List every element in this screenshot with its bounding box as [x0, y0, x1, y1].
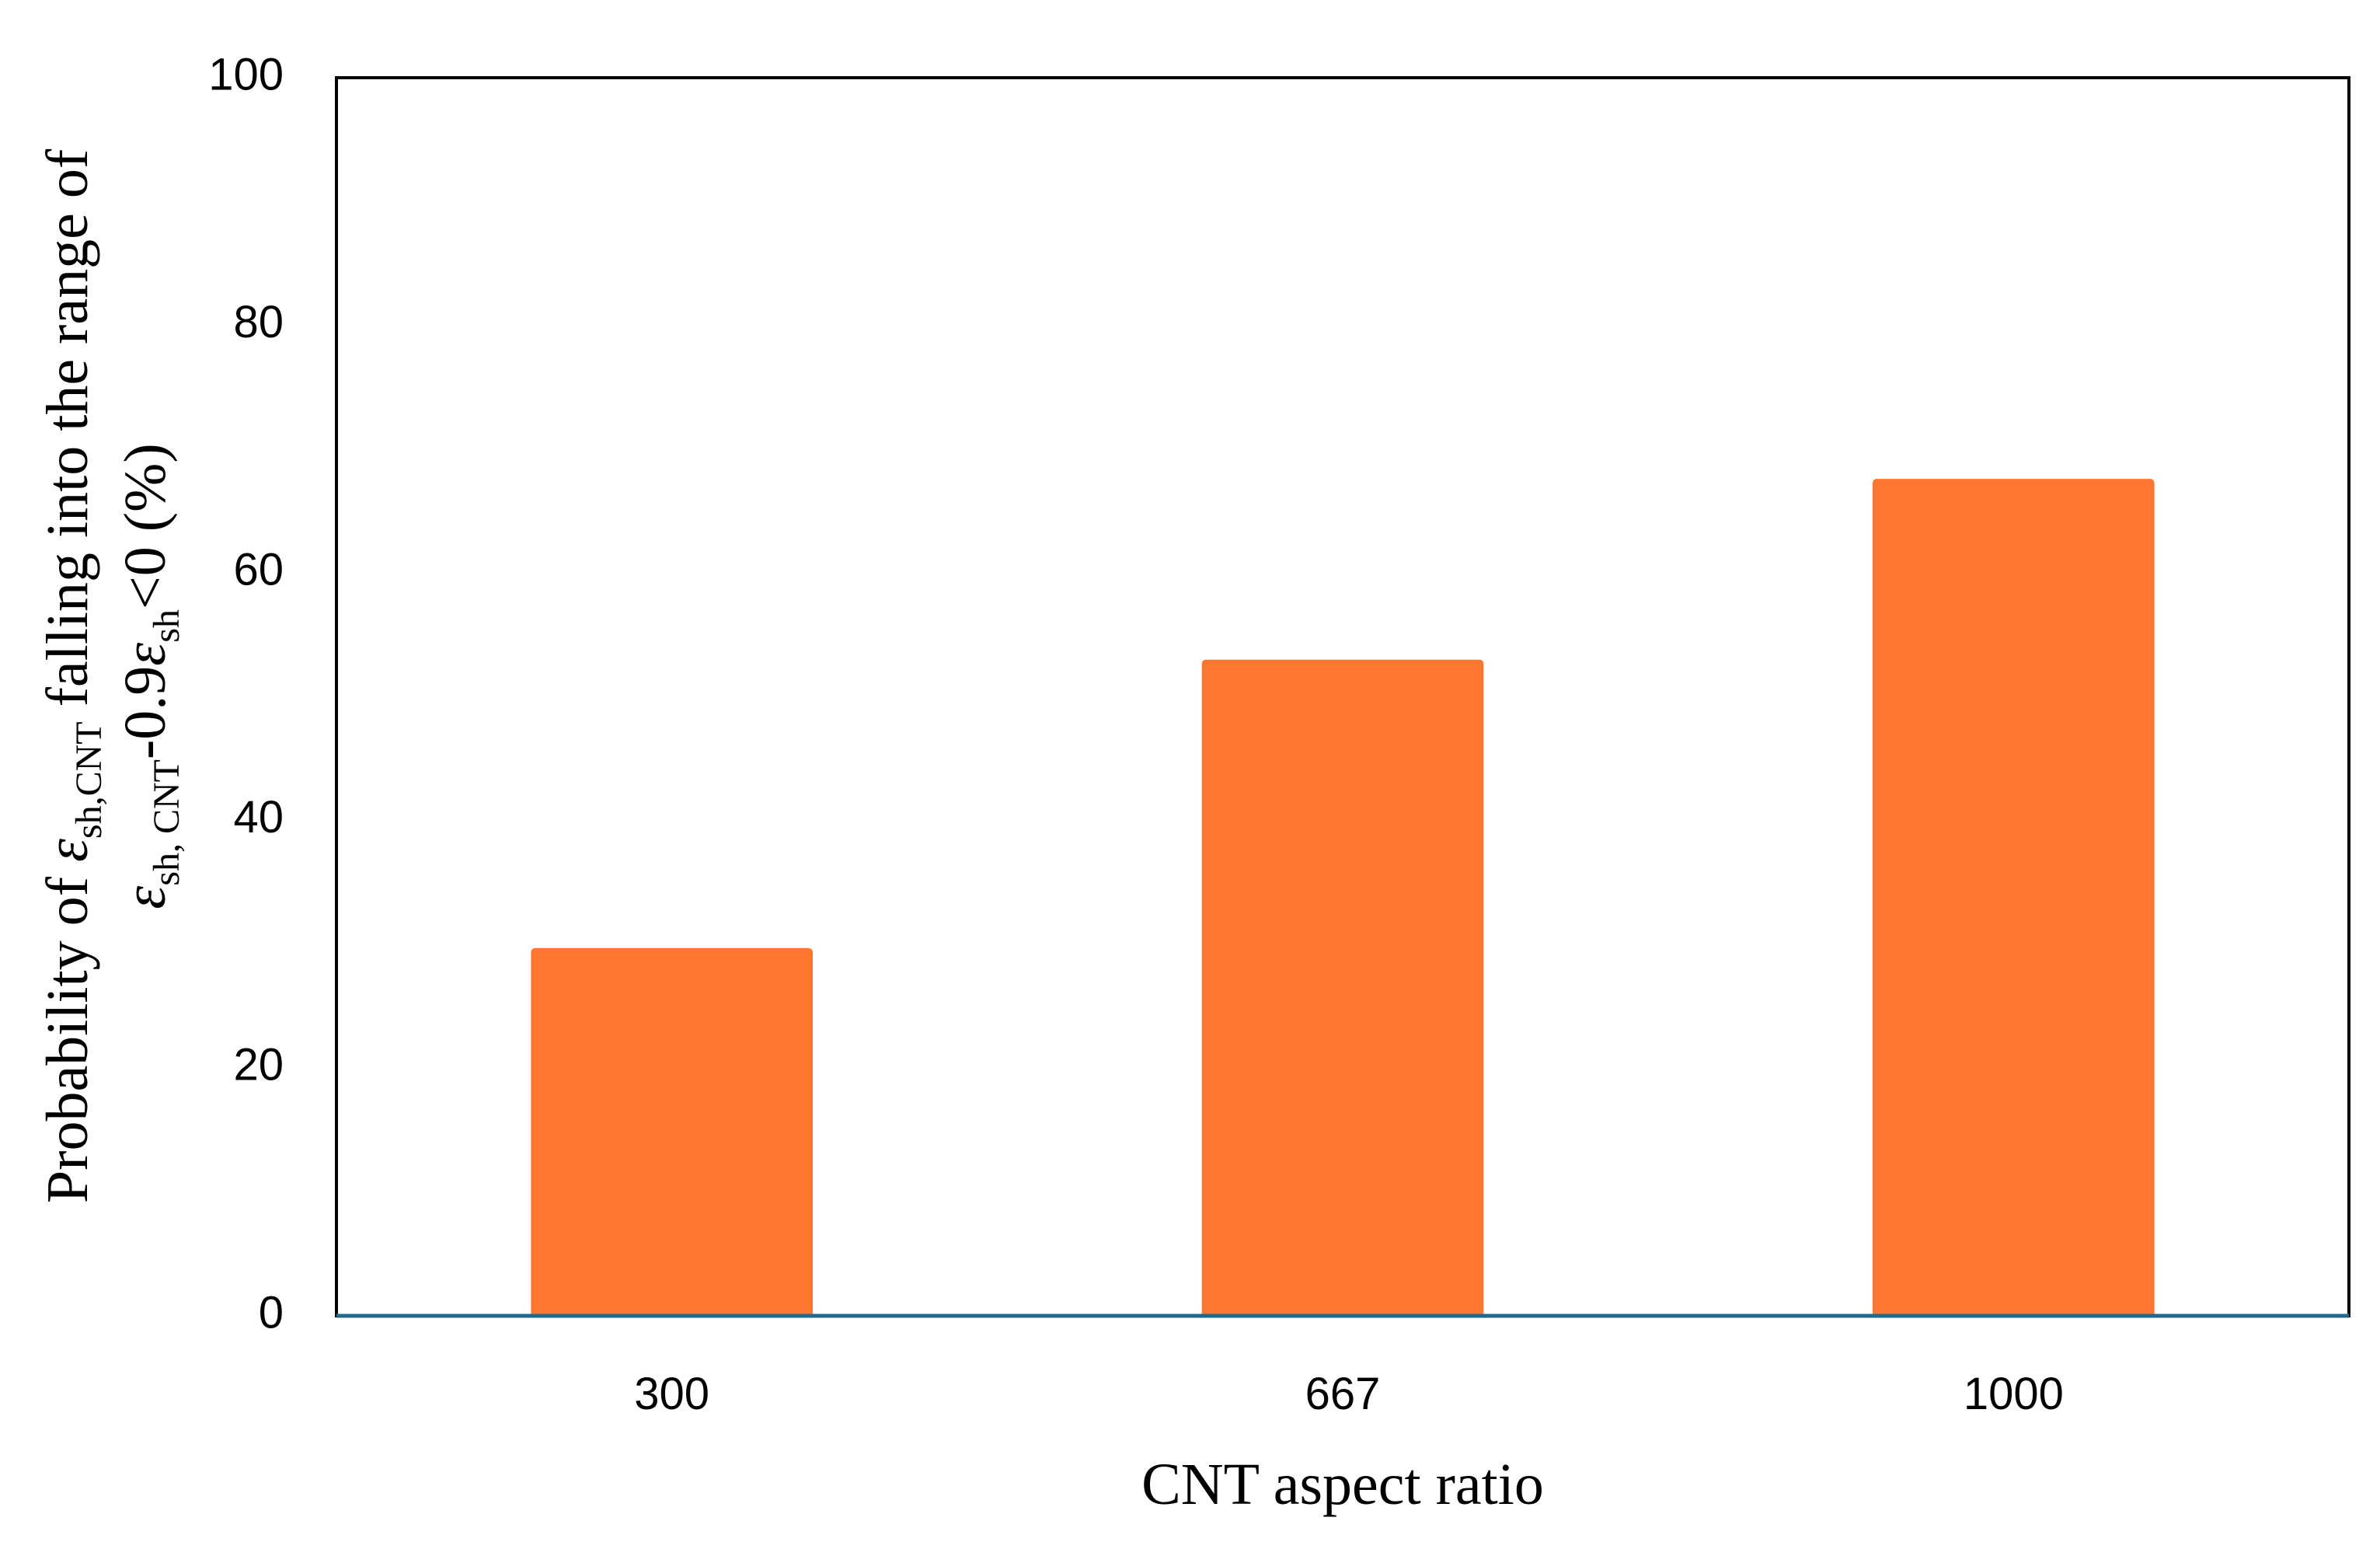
- epsilon-symbol: ε: [113, 886, 178, 909]
- subscript: sh, CNT: [146, 759, 187, 886]
- bar: [1873, 479, 2155, 1317]
- x-tick-label: 667: [1305, 1369, 1381, 1419]
- y-axis-title-suffix: <0 (%): [113, 443, 178, 609]
- y-axis-title-suffix: falling into the range of: [35, 148, 100, 721]
- x-axis-title: CNT aspect ratio: [1141, 1452, 1544, 1517]
- y-axis-title-line-2: εsh, CNT-0.9εsh<0 (%): [113, 443, 187, 909]
- x-tick-label: 1000: [1964, 1369, 2064, 1419]
- y-tick-label: 80: [233, 297, 284, 347]
- x-axis-tick-labels: 300 667 1000: [634, 1369, 2064, 1419]
- bar: [531, 947, 813, 1317]
- epsilon-symbol: ε: [35, 839, 100, 862]
- y-axis-tick-labels: 0 20 40 60 80 100: [208, 49, 284, 1338]
- y-tick-label: 60: [233, 545, 284, 595]
- y-tick-label: 20: [233, 1040, 284, 1090]
- y-axis-title-line-1: Probability of εsh,CNT falling into the …: [35, 148, 110, 1203]
- bar-series: [531, 479, 2155, 1317]
- y-tick-label: 0: [259, 1287, 284, 1338]
- subscript: sh: [146, 609, 187, 643]
- y-axis-title-middle: -0.9: [113, 666, 178, 759]
- y-tick-label: 100: [208, 49, 284, 99]
- epsilon-symbol: ε: [113, 643, 178, 666]
- bar: [1201, 659, 1484, 1317]
- y-tick-label: 40: [233, 792, 284, 843]
- y-axis-title: Probability of εsh,CNT falling into the …: [35, 148, 187, 1203]
- y-axis-title-prefix: Probability of: [35, 862, 100, 1203]
- x-tick-label: 300: [634, 1369, 709, 1419]
- subscript: sh,CNT: [68, 721, 110, 839]
